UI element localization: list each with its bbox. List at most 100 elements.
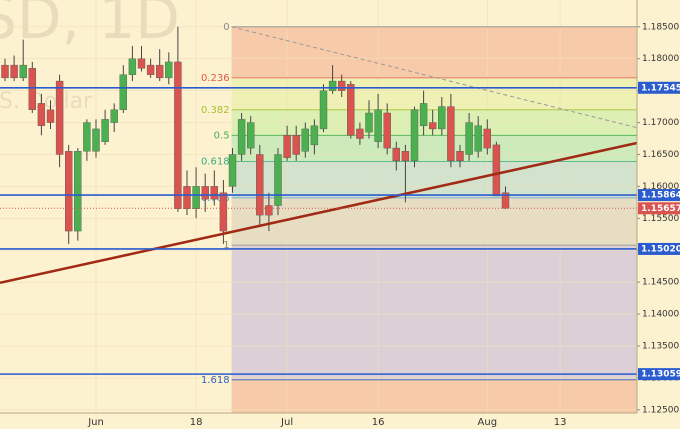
- fib-label: 1.618: [201, 375, 230, 386]
- candle-body: [447, 106, 455, 162]
- y-tick-label: 1.14000: [642, 310, 679, 320]
- fib-zone: [231, 26, 637, 78]
- candle-body: [183, 186, 191, 209]
- fib-zones: [231, 26, 637, 413]
- trendline: [0, 141, 638, 285]
- candle-body: [137, 58, 146, 69]
- candle-body: [283, 135, 291, 158]
- candle-body: [28, 68, 36, 110]
- candle-body: [383, 112, 391, 149]
- candle-body: [301, 128, 309, 152]
- candle-body: [55, 80, 64, 155]
- price-label: 1.15020: [641, 244, 680, 254]
- candle-body: [401, 151, 410, 162]
- candle-body: [83, 122, 91, 152]
- price-label: 1.15864: [641, 191, 680, 201]
- candle-body: [438, 106, 446, 130]
- candle-body: [256, 154, 264, 216]
- candle-body: [246, 122, 255, 149]
- candle-body: [146, 64, 155, 75]
- candle-body: [456, 151, 464, 162]
- fib-label: 0.5: [214, 130, 230, 141]
- y-tick-label: 1.13500: [642, 341, 679, 351]
- price-box: [638, 189, 680, 202]
- x-tick-label: 18: [190, 417, 203, 428]
- fib-label: 0.382: [201, 105, 230, 116]
- candle-body: [429, 122, 437, 130]
- candle-body: [219, 192, 228, 232]
- y-tick-label: 1.14500: [642, 278, 679, 288]
- candle-body: [128, 58, 137, 75]
- candle-body: [310, 125, 319, 146]
- candle-body: [474, 125, 482, 152]
- candle-body: [319, 90, 328, 130]
- price-box: [638, 368, 680, 381]
- candle-body: [419, 103, 428, 126]
- candle-body: [501, 192, 510, 209]
- y-tick-label: 1.17000: [642, 118, 679, 128]
- candle-body: [265, 205, 273, 216]
- fib-label: 1: [223, 240, 229, 251]
- candle-body: [483, 128, 491, 149]
- candle-body: [19, 64, 27, 79]
- current-price-box: [638, 202, 680, 215]
- candle-body: [356, 128, 364, 139]
- fib-zone: [231, 77, 637, 110]
- candle-body: [74, 151, 82, 232]
- x-tick-label: Jul: [280, 417, 293, 428]
- candle-body: [110, 109, 118, 123]
- y-tick-label: 1.16500: [642, 150, 679, 160]
- candle-body: [228, 154, 237, 187]
- price-label: 1.13059: [641, 370, 680, 380]
- candle-body: [64, 151, 73, 232]
- y-tick-label: 1.15500: [642, 214, 679, 224]
- y-tick-label: 1.16000: [642, 182, 679, 192]
- watermark: SD, 1D: [0, 0, 180, 52]
- candle-body: [347, 84, 355, 136]
- x-tick-label: 13: [554, 417, 567, 428]
- candle-body: [174, 61, 182, 209]
- y-tick-label: 1.18000: [642, 54, 679, 64]
- x-tick-label: Jun: [87, 417, 104, 428]
- candle-body: [410, 109, 419, 162]
- fib-label: 0.236: [201, 73, 230, 84]
- candle-body: [37, 103, 46, 126]
- candle-body: [119, 74, 128, 110]
- watermark-subtitle: .S. Dollar: [0, 89, 93, 114]
- y-tick-label: 1.12500: [642, 405, 679, 415]
- candle-body: [165, 61, 173, 79]
- candle-body: [365, 112, 373, 133]
- x-tick-label: 16: [372, 417, 385, 428]
- candle-body: [101, 119, 109, 142]
- y-tick-label: 1.18500: [642, 22, 679, 32]
- x-tick-label: Aug: [478, 417, 498, 428]
- fib-zone: [231, 161, 637, 198]
- candle-body: [392, 147, 400, 162]
- candle-body: [92, 128, 100, 152]
- candle-body: [1, 64, 9, 79]
- candle-body: [492, 144, 501, 197]
- candle-body: [192, 186, 200, 209]
- candle-body: [237, 119, 246, 155]
- candle-body: [292, 135, 300, 155]
- price-box: [638, 81, 680, 94]
- candle-body: [10, 64, 18, 79]
- price-label: 1.17545: [641, 83, 680, 93]
- fib-zone: [231, 379, 637, 413]
- fib-zone: [231, 197, 637, 246]
- price-box: [638, 242, 680, 255]
- candle-body: [210, 186, 219, 200]
- current-price-label: 1.15657: [641, 204, 680, 214]
- candle-body: [374, 109, 382, 142]
- candle-body: [155, 64, 164, 79]
- candle-body: [46, 109, 55, 123]
- fib-label: 0.618: [201, 156, 230, 167]
- fib-label: 0: [223, 22, 229, 33]
- fib-zone: [231, 245, 637, 380]
- candle-body: [201, 186, 209, 200]
- candle-body: [465, 122, 473, 155]
- candle-body: [274, 154, 282, 206]
- candle-body: [328, 80, 337, 91]
